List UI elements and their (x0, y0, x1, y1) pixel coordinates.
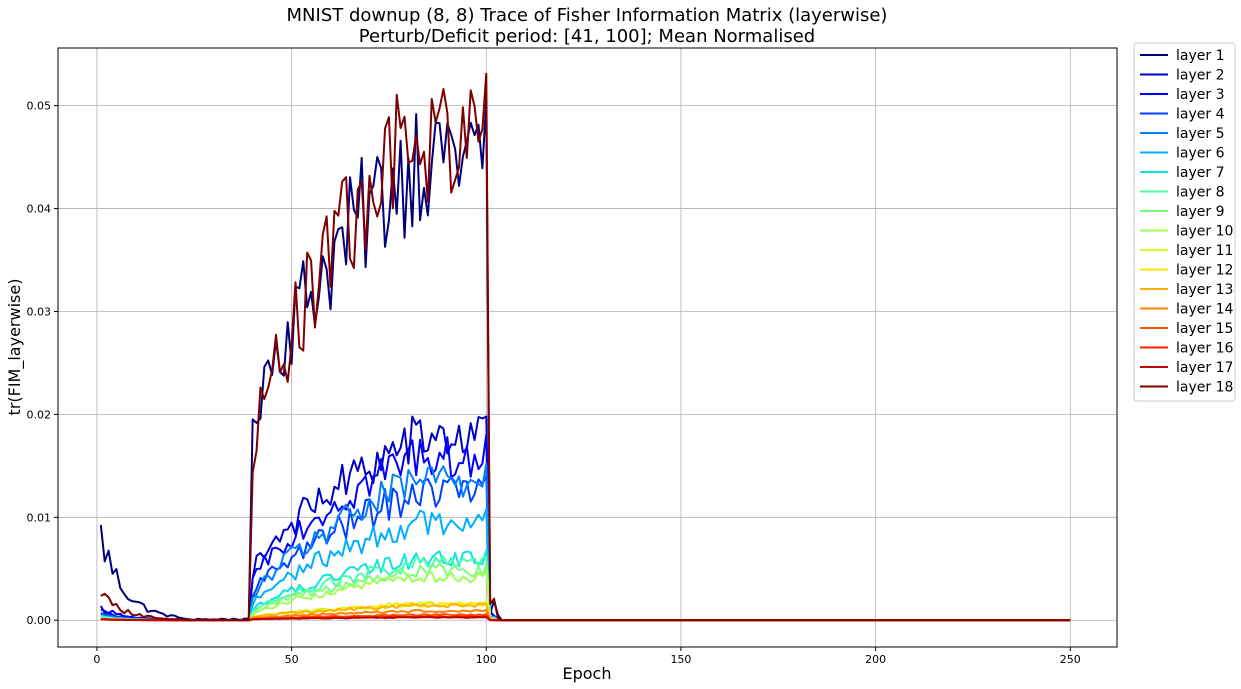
legend-entry: layer 11 (1176, 243, 1233, 259)
x-tick-label: 100 (476, 653, 497, 666)
series-line-layer-7 (100, 549, 1071, 622)
legend-entry: layer 15 (1176, 321, 1233, 337)
x-tick-label: 50 (285, 653, 299, 666)
legend-entry: layer 6 (1176, 146, 1225, 162)
legend-entry: layer 7 (1176, 165, 1224, 181)
y-axis: 0.00 0.01 0.02 0.03 0.04 0.05 (27, 100, 58, 627)
legend-entry: layer 9 (1176, 204, 1224, 220)
y-axis-label: tr(FIM_layerwise) (5, 279, 25, 416)
x-tick-label: 250 (1060, 653, 1081, 666)
series-line-layer-2 (99, 415, 1071, 622)
legend-entry: layer 12 (1176, 263, 1233, 279)
legend-entry: layer 10 (1176, 224, 1233, 240)
chart-subtitle: Perturb/Deficit period: [41, 100]; Mean … (359, 26, 815, 47)
series-line-layer-1 (99, 99, 1071, 622)
x-axis-label: Epoch (563, 664, 612, 683)
legend-entry: layer 16 (1176, 341, 1233, 357)
series-line-layer-9 (100, 562, 1071, 622)
y-tick-label: 0.03 (27, 305, 52, 318)
series-line-layer-10 (100, 569, 1071, 622)
y-tick-label: 0.05 (27, 100, 52, 113)
series-line-layer-6 (100, 508, 1071, 622)
legend-entry: layer 4 (1176, 107, 1225, 123)
legend-entry: layer 3 (1176, 87, 1224, 103)
y-tick-label: 0.00 (27, 614, 52, 627)
x-axis: 0 50 100 150 200 250 (93, 647, 1081, 666)
legend-entry: layer 2 (1176, 68, 1224, 84)
legend: layer 1 layer 2 layer 3 layer 4 layer 5 layer… (1133, 42, 1236, 402)
legend-entry: layer 1 (1176, 48, 1224, 64)
legend-entry: layer 18 (1176, 380, 1233, 396)
y-tick-label: 0.04 (27, 203, 52, 216)
legend-entry: layer 17 (1176, 360, 1233, 376)
legend-entry: layer 5 (1176, 126, 1224, 142)
series-line-layer-4 (100, 475, 1071, 622)
chart-title: MNIST downup (8, 8) Trace of Fisher Info… (287, 5, 888, 26)
x-tick-label: 200 (865, 653, 886, 666)
grid (58, 48, 1117, 647)
series-line-layer-3 (100, 433, 1071, 622)
series-line-layer-5 (100, 462, 1071, 622)
y-tick-label: 0.02 (27, 408, 52, 421)
x-tick-label: 150 (670, 653, 691, 666)
legend-entry: layer 8 (1176, 185, 1224, 201)
series-lines (99, 72, 1071, 622)
x-tick-label: 0 (93, 653, 100, 666)
series-line-layer-11 (100, 600, 1071, 622)
y-tick-label: 0.01 (27, 511, 52, 524)
legend-entry: layer 13 (1176, 282, 1233, 298)
legend-entry: layer 14 (1176, 302, 1233, 318)
plot-area (57, 47, 1118, 648)
series-line-layer-18 (100, 72, 1071, 622)
series-line-layer-8 (100, 555, 1071, 622)
